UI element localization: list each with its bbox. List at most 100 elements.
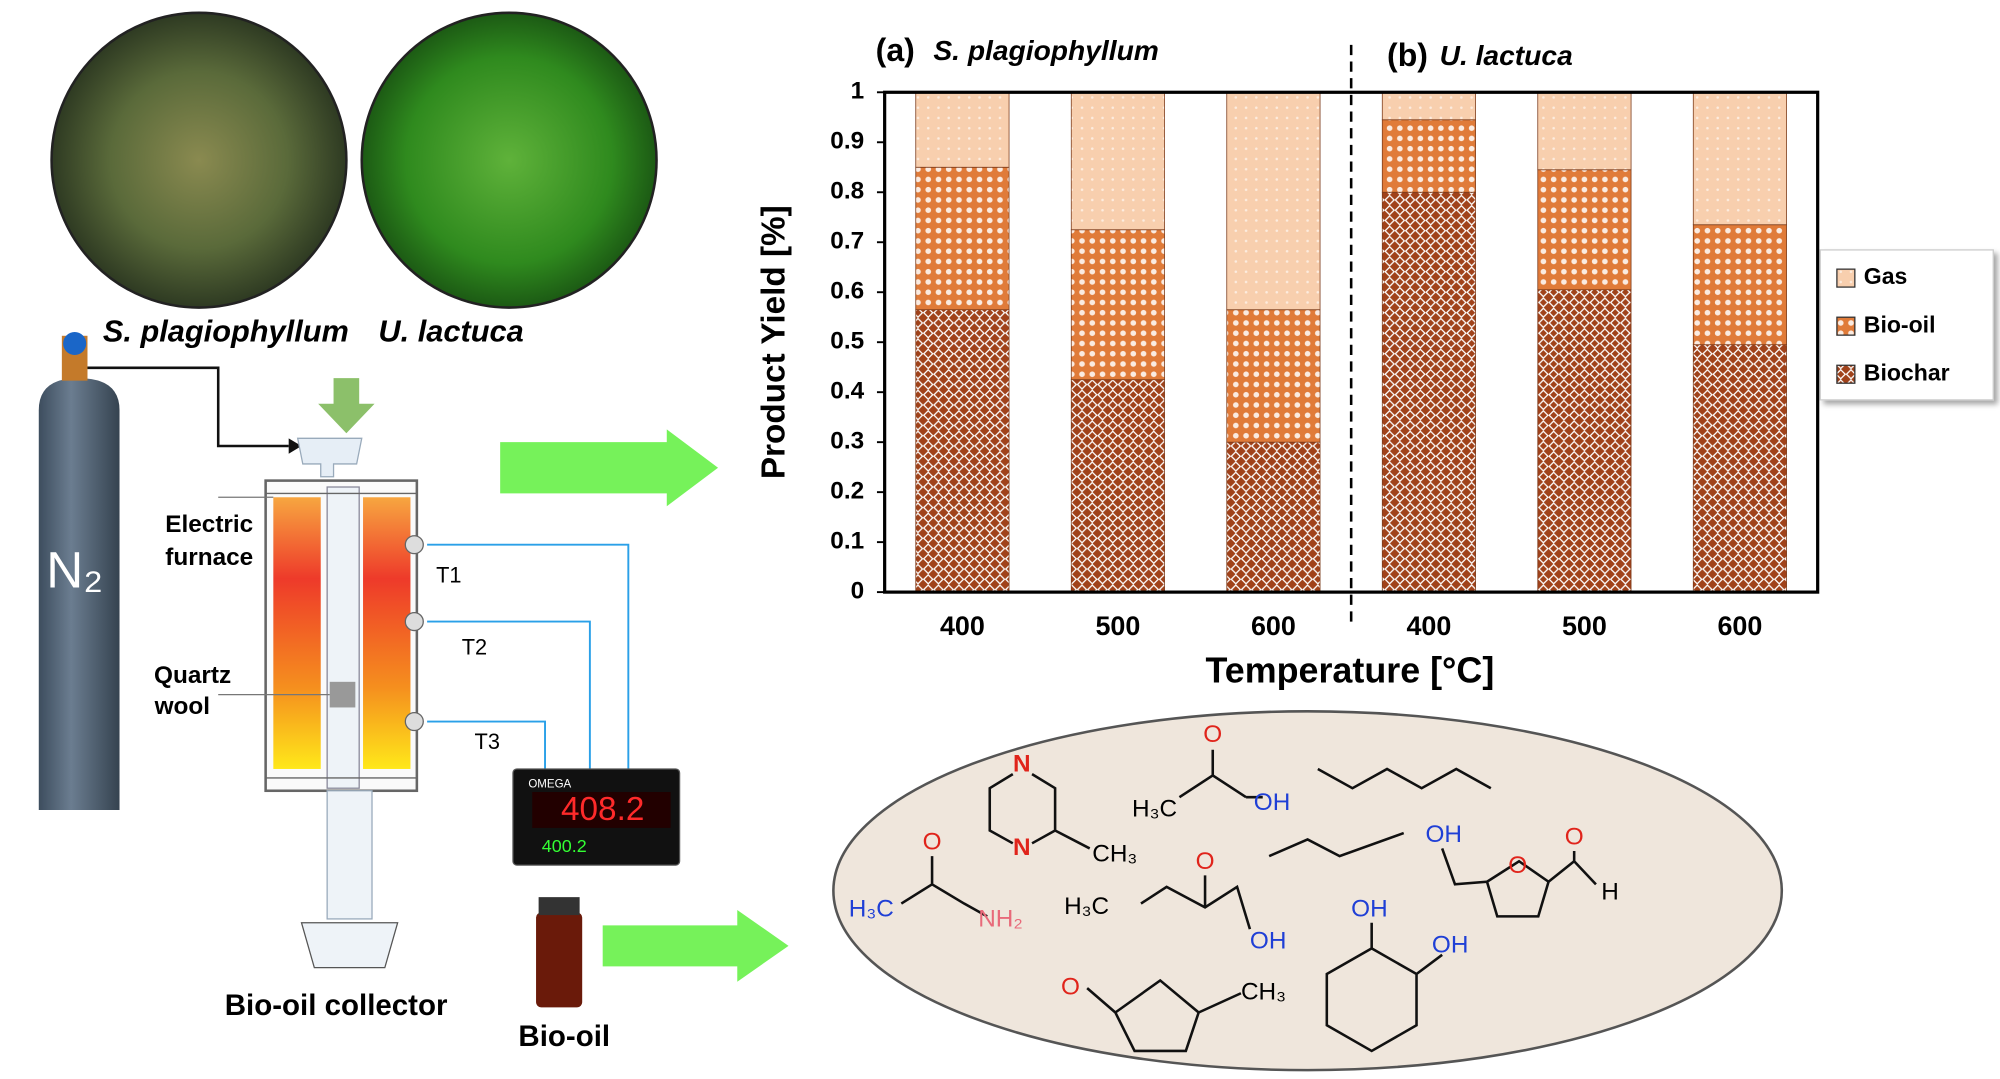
sv-value: 400.2 xyxy=(542,836,587,856)
x-tick-label: 600 xyxy=(1717,611,1762,641)
product-label: Bio-oil xyxy=(518,1020,610,1053)
label: Electric xyxy=(165,511,253,538)
bar-segment xyxy=(1070,229,1165,381)
atom: O xyxy=(1565,824,1584,851)
y-axis-title: Product Yield [%] xyxy=(756,205,793,479)
photo-s-plagiophyllum xyxy=(50,11,348,309)
thermocouple-label: T3 xyxy=(475,729,500,754)
feed-arrow xyxy=(318,378,375,434)
flow-arrow xyxy=(500,429,719,507)
vial-cap xyxy=(538,897,580,916)
atom: O xyxy=(1203,721,1222,748)
legend-label: Gas xyxy=(1864,263,1908,289)
bar-segment xyxy=(1226,91,1321,311)
legend-swatch xyxy=(1836,364,1856,384)
atom: H xyxy=(1601,879,1619,906)
x-tick-label: 500 xyxy=(1095,611,1140,641)
y-tick-label: 0 xyxy=(851,578,865,605)
atom: N xyxy=(1013,834,1031,861)
bar-segment xyxy=(1070,91,1165,231)
x-axis-title: Temperature [°C] xyxy=(1205,650,1494,690)
controller-brand: OMEGA xyxy=(528,778,571,790)
photo-label: U. lactuca xyxy=(378,313,523,348)
molecule-labels: N N CH₃ O H₃C OH OH O O H O H₃C NH₂ O H₃… xyxy=(849,721,1619,1006)
arrow-head xyxy=(288,438,302,454)
thermocouple xyxy=(404,611,424,632)
bar-segment xyxy=(1692,224,1787,346)
quartz-wool xyxy=(329,681,356,708)
bar-segment xyxy=(1226,441,1321,593)
panel-tag: (b) xyxy=(1387,37,1428,73)
x-tick-label: 600 xyxy=(1251,611,1296,641)
atom: H₃C xyxy=(1064,893,1109,920)
hopper xyxy=(296,437,363,478)
display xyxy=(532,792,671,828)
flow-arrow xyxy=(602,909,789,982)
reactor-tube xyxy=(326,486,360,789)
bar-segment xyxy=(1070,379,1165,593)
gas-label: N₂ xyxy=(46,542,103,599)
atom: OH xyxy=(1432,931,1469,958)
atom: OH xyxy=(1250,927,1287,954)
chart: (a) S. plagiophyllum (b) U. lactuca Temp… xyxy=(756,32,1994,690)
valve-knob xyxy=(63,331,87,356)
label: Quartz xyxy=(154,662,231,689)
bar-segment xyxy=(915,309,1010,593)
collector xyxy=(300,922,399,969)
bar-segment xyxy=(1537,91,1632,171)
compound-ellipse xyxy=(832,710,1784,1072)
y-tick-label: 0.8 xyxy=(830,178,864,205)
bar-segment xyxy=(1381,91,1476,121)
bar-segment xyxy=(1381,119,1476,193)
y-tick-label: 0.7 xyxy=(830,228,864,255)
collector-label: Bio-oil collector xyxy=(225,989,448,1022)
bar-segment xyxy=(1537,169,1632,291)
y-tick-label: 0.1 xyxy=(830,528,864,555)
legend-label: Bio-oil xyxy=(1864,311,1936,337)
bar-segment xyxy=(1381,191,1476,593)
atom: O xyxy=(1196,848,1215,875)
x-tick-label: 400 xyxy=(940,611,985,641)
atom: CH₃ xyxy=(1241,979,1286,1006)
heater xyxy=(273,497,321,769)
outlet-tube xyxy=(326,790,373,920)
atom: O xyxy=(1061,974,1080,1001)
thermocouple xyxy=(404,711,424,732)
atom: H₃C xyxy=(1132,795,1177,822)
thermocouple-label: T1 xyxy=(436,562,461,587)
plot-area xyxy=(884,92,1818,593)
atom: O xyxy=(1508,852,1527,879)
legend-swatch xyxy=(1836,316,1856,336)
panel-title: S. plagiophyllum xyxy=(933,34,1159,66)
signal-wires xyxy=(427,543,630,772)
thermocouple-label: T2 xyxy=(462,634,487,659)
molecule-skeletons xyxy=(900,749,1597,1053)
atom: CH₃ xyxy=(1092,840,1137,867)
label: furnace xyxy=(165,544,253,571)
y-tick-label: 0.6 xyxy=(830,278,864,305)
y-tick-label: 0.9 xyxy=(830,128,864,155)
atom: O xyxy=(923,829,942,856)
bar-segment xyxy=(1692,91,1787,226)
x-tick-label: 400 xyxy=(1406,611,1451,641)
thermocouple xyxy=(404,535,424,555)
bar-segment xyxy=(915,166,1010,311)
y-tick-label: 0.5 xyxy=(830,328,864,355)
photo-u-lactuca xyxy=(360,11,658,309)
y-tick-label: 0.3 xyxy=(830,428,864,455)
bar-segment xyxy=(915,91,1010,168)
photo-label: S. plagiophyllum xyxy=(103,313,349,348)
gas-cylinder xyxy=(38,378,120,810)
x-tick-label: 500 xyxy=(1562,611,1607,641)
legend-swatch xyxy=(1836,268,1856,288)
atom: NH₂ xyxy=(978,906,1023,933)
panel-title: U. lactuca xyxy=(1440,39,1573,71)
gas-line xyxy=(87,366,289,448)
vial xyxy=(536,912,583,1008)
heater xyxy=(363,497,411,769)
atom: H₃C xyxy=(849,895,894,922)
y-tick-label: 0.2 xyxy=(830,478,864,505)
plot-frame xyxy=(883,90,1820,594)
pv-value: 408.2 xyxy=(561,791,644,828)
